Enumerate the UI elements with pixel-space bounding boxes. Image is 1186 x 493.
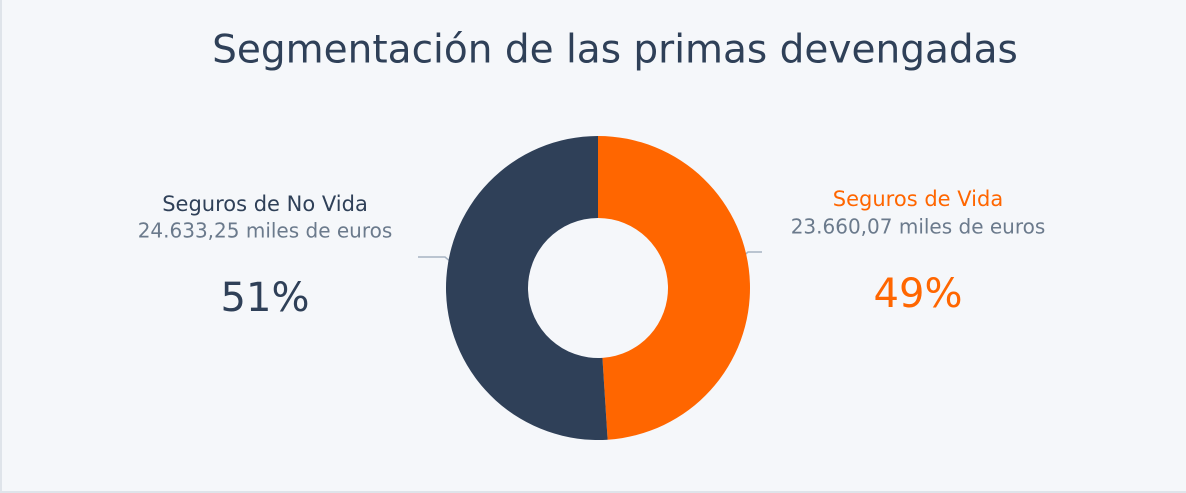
- legend-label: Seguros de Vida: [833, 187, 1003, 211]
- amount-label: 23.660,07 miles de euros: [791, 215, 1046, 239]
- value-label: 49%: [874, 271, 963, 317]
- legend-label: Seguros de No Vida: [162, 192, 368, 216]
- chart-title: Segmentación de las primas devengadas: [212, 28, 1018, 73]
- amount-label: 24.633,25 miles de euros: [138, 219, 393, 243]
- donut-slice: [598, 136, 751, 440]
- value-label: 51%: [221, 275, 310, 321]
- donut-slice: [446, 136, 608, 440]
